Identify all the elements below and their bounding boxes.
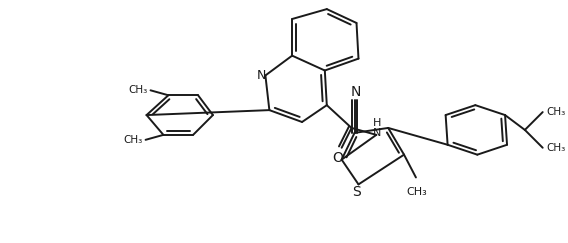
Text: O: O [332,151,343,165]
Text: CH₃: CH₃ [546,107,566,117]
Text: N: N [350,85,361,99]
Text: H
N: H N [373,118,382,138]
Text: CH₃: CH₃ [407,187,427,197]
Text: CH₃: CH₃ [546,143,566,153]
Text: S: S [352,185,361,199]
Text: N: N [257,69,266,82]
Text: CH₃: CH₃ [123,135,143,145]
Text: CH₃: CH₃ [128,85,148,95]
